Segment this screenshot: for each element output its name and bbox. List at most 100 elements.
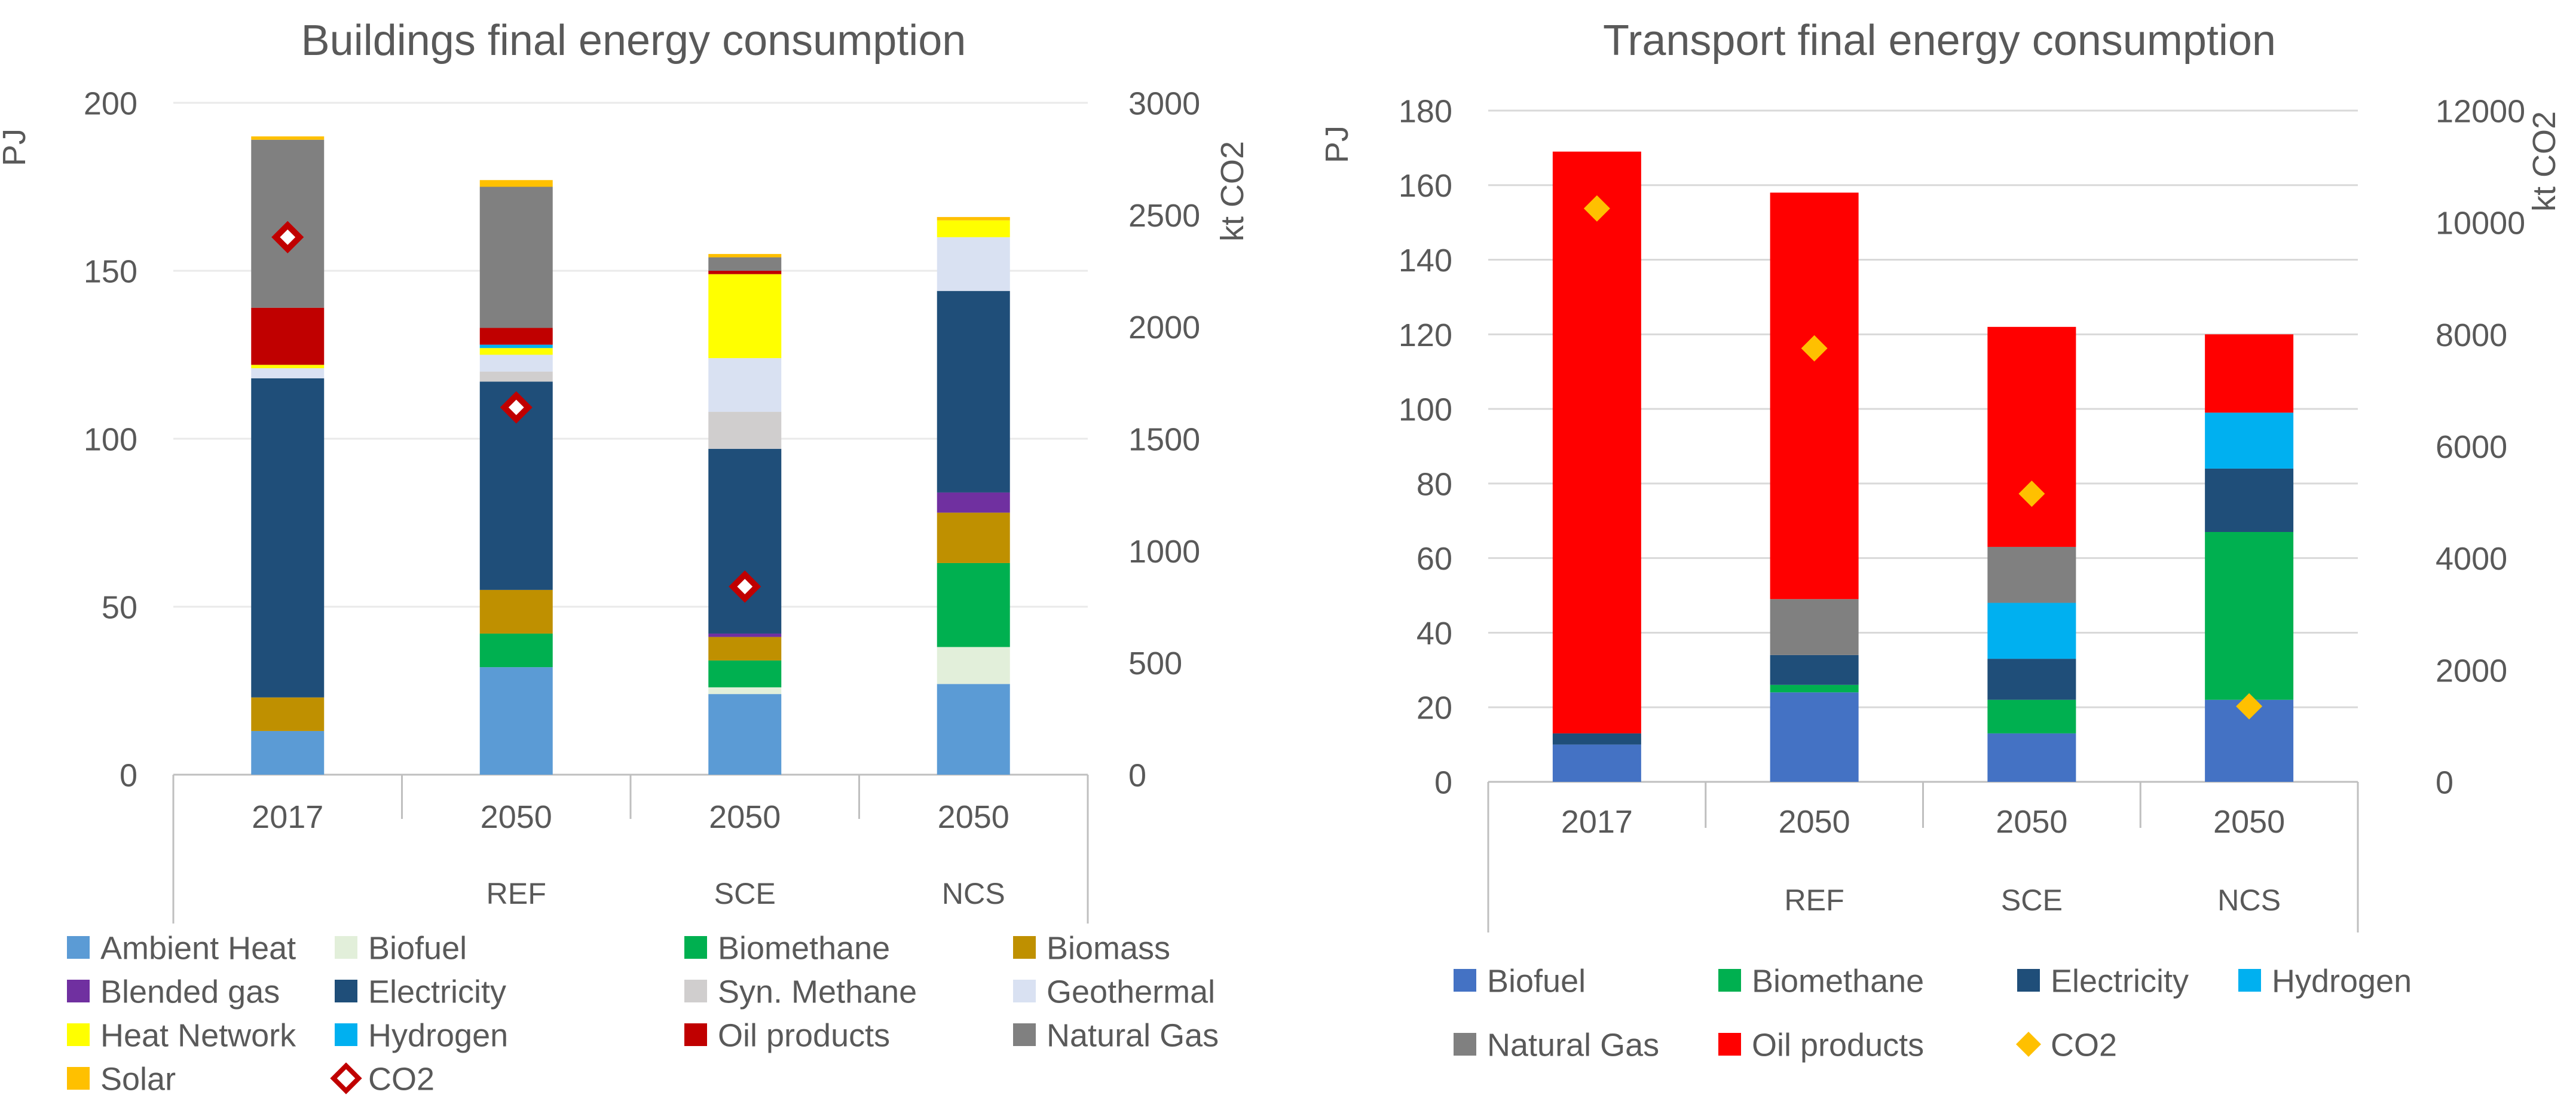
bar-segment-blended-gas bbox=[937, 492, 1010, 513]
legend-label: CO2 bbox=[368, 1061, 435, 1097]
bar-segment-ambient-heat bbox=[708, 694, 782, 775]
bar-segment-oil-products bbox=[1552, 151, 1641, 733]
bar-segment-natural-gas bbox=[479, 186, 553, 328]
y2-tick-label: 12000 bbox=[2436, 93, 2525, 129]
scenario-label: SCE bbox=[714, 877, 776, 910]
legend-label: Biomass bbox=[1047, 930, 1170, 966]
legend-swatch bbox=[1013, 936, 1036, 959]
legend-swatch bbox=[335, 1023, 357, 1046]
scenario-label: SCE bbox=[2001, 883, 2063, 917]
bar-segment-ambient-heat bbox=[251, 730, 325, 775]
y2-axis-title: kt CO2 bbox=[2526, 111, 2562, 212]
bar-segment-heat-network bbox=[937, 220, 1010, 237]
co2-marker bbox=[2236, 693, 2263, 720]
legend-swatch bbox=[67, 936, 90, 959]
legend-label: Oil products bbox=[1752, 1027, 1924, 1063]
legend-swatch bbox=[1013, 980, 1036, 1002]
bar-segment-biofuel bbox=[1770, 692, 1859, 782]
bar-segment-biomethane bbox=[1770, 684, 1859, 693]
category-label: 2050 bbox=[709, 799, 781, 835]
category-label: 2017 bbox=[252, 799, 323, 835]
category-label: 2050 bbox=[481, 799, 552, 835]
scenario-label: NCS bbox=[2217, 883, 2281, 917]
bar-segment-electricity bbox=[1770, 655, 1859, 685]
bar-segment-solar bbox=[937, 217, 1010, 221]
bar-segment-oil-products bbox=[2205, 334, 2294, 413]
y-tick-label: 0 bbox=[1434, 765, 1452, 800]
y2-tick-label: 0 bbox=[2436, 765, 2453, 800]
legend-swatch bbox=[1454, 1033, 1476, 1056]
category-label: 2050 bbox=[1996, 804, 2067, 840]
co2-marker bbox=[2018, 481, 2045, 507]
bar-segment-geothermal bbox=[251, 368, 325, 378]
legend-label: Biofuel bbox=[1487, 963, 1586, 999]
bar-segment-natural-gas bbox=[708, 257, 782, 271]
bar-segment-geothermal bbox=[708, 358, 782, 412]
legend-swatch bbox=[684, 980, 707, 1002]
y-tick-label: 120 bbox=[1399, 317, 1452, 353]
bar-segment-hydrogen bbox=[2205, 412, 2294, 469]
y-tick-label: 50 bbox=[102, 589, 137, 625]
co2-marker bbox=[729, 570, 761, 603]
y2-tick-label: 3000 bbox=[1128, 85, 1200, 121]
co2-marker bbox=[1801, 335, 1828, 362]
bar-segment-oil-products bbox=[1770, 192, 1859, 600]
bar-segment-biomethane bbox=[708, 660, 782, 687]
y2-tick-label: 500 bbox=[1128, 646, 1182, 681]
legend-swatch bbox=[2017, 969, 2040, 992]
y2-tick-label: 8000 bbox=[2436, 317, 2507, 353]
bar-segment-solar bbox=[251, 136, 325, 140]
y-tick-label: 40 bbox=[1417, 616, 1452, 652]
legend-swatch bbox=[67, 980, 90, 1002]
y-tick-label: 80 bbox=[1417, 466, 1452, 502]
bar-segment-ambient-heat bbox=[479, 667, 553, 775]
legend-swatch bbox=[1718, 1033, 1741, 1056]
legend-swatch bbox=[1013, 1023, 1036, 1046]
legend-label: Electricity bbox=[368, 974, 506, 1010]
legend-label: Ambient Heat bbox=[100, 930, 296, 966]
bar-segment-heat-network bbox=[479, 348, 553, 355]
bar-segment-electricity bbox=[2205, 468, 2294, 532]
scenario-label: REF bbox=[1784, 883, 1844, 917]
bar-segment-hydrogen bbox=[479, 344, 553, 348]
bar-segment-biofuel bbox=[1987, 733, 2076, 782]
category-label: 2050 bbox=[1779, 804, 1850, 840]
legend-label: Geothermal bbox=[1047, 974, 1215, 1010]
legend-swatch bbox=[1454, 969, 1476, 992]
bar-segment-oil-products bbox=[251, 307, 325, 365]
bar-segment-natural-gas bbox=[1987, 546, 2076, 603]
co2-marker bbox=[1583, 195, 1610, 222]
legend-label: Biomethane bbox=[718, 930, 890, 966]
bar-segment-hydrogen bbox=[1987, 603, 2076, 659]
bar-segment-oil-products bbox=[1987, 326, 2076, 547]
bar-segment-oil-products bbox=[479, 328, 553, 345]
co2-marker bbox=[500, 391, 533, 424]
bar-segment-electricity bbox=[937, 291, 1010, 493]
legend-label: Natural Gas bbox=[1047, 1017, 1219, 1053]
bar-segment-oil-products bbox=[708, 271, 782, 274]
transport-chart: Transport final energy consumption 0 20 40 6… bbox=[1319, 17, 2562, 1063]
y2-tick-label: 1000 bbox=[1128, 534, 1200, 570]
legend-label: Heat Network bbox=[100, 1017, 296, 1053]
legend-label: Electricity bbox=[2051, 963, 2189, 999]
y2-tick-label: 6000 bbox=[2436, 429, 2507, 465]
chart-title: Buildings final energy consumption bbox=[301, 17, 966, 65]
bar-segment-electricity bbox=[708, 448, 782, 634]
y2-axis-title: kt CO2 bbox=[1214, 141, 1250, 241]
y2-tick-label: 2500 bbox=[1128, 198, 1200, 234]
y2-tick-label: 10000 bbox=[2436, 206, 2525, 241]
bar-segment-biomass bbox=[251, 697, 325, 731]
bar-segment-biomethane bbox=[2205, 531, 2294, 700]
legend-label: Natural Gas bbox=[1487, 1027, 1659, 1063]
bar-segment-syn-methane bbox=[479, 371, 553, 382]
y-tick-label: 180 bbox=[1399, 93, 1452, 129]
chart-title: Transport final energy consumption bbox=[1603, 17, 2276, 65]
bar-segment-electricity bbox=[1987, 659, 2076, 700]
y-tick-label: 0 bbox=[120, 757, 137, 793]
buildings-chart: Buildings final energy consumption 0 50 100… bbox=[0, 17, 1250, 1097]
legend-label: Syn. Methane bbox=[718, 974, 917, 1010]
bar-segment-solar bbox=[708, 253, 782, 258]
y-tick-label: 60 bbox=[1417, 541, 1452, 577]
y2-tick-label: 4000 bbox=[2436, 541, 2507, 577]
